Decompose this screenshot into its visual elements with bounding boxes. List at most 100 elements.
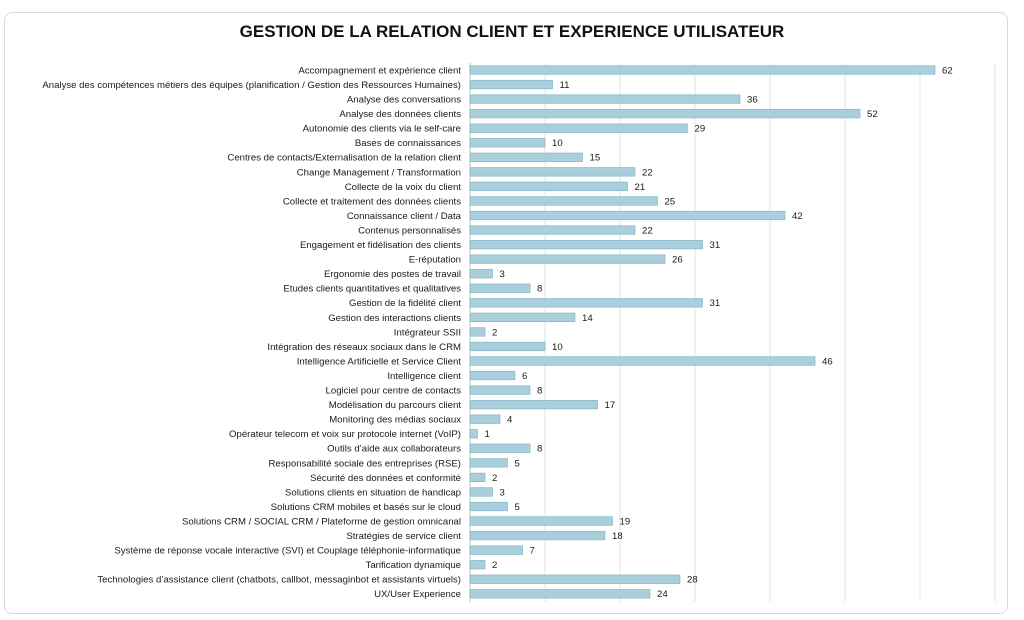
bar <box>469 443 531 453</box>
bar <box>469 327 486 337</box>
category-label: Intelligence client <box>387 371 461 382</box>
bar <box>469 385 531 395</box>
bar <box>469 79 553 90</box>
bar <box>469 210 786 221</box>
category-label: E-réputation <box>409 255 461 266</box>
category-label: Outils d’aide aux collaborateurs <box>327 444 461 455</box>
bar <box>469 356 816 366</box>
value-label: 10 <box>552 138 563 149</box>
category-label: UX/User Experience <box>374 589 461 600</box>
value-label: 19 <box>620 516 631 527</box>
bar <box>469 298 703 308</box>
bar <box>469 487 493 497</box>
bar <box>469 574 681 584</box>
bar <box>469 370 516 381</box>
value-label: 28 <box>687 575 698 586</box>
value-label: 3 <box>500 269 505 280</box>
value-label: 31 <box>710 298 721 309</box>
category-labels: Accompagnement et expérience client Analy… <box>42 65 461 600</box>
bar <box>469 414 501 424</box>
bar <box>469 516 613 526</box>
category-label: Technologies d’assistance client (chatbo… <box>97 575 461 586</box>
value-label: 2 <box>492 327 497 338</box>
category-label: Etudes clients quantitatives et qualitat… <box>283 284 461 295</box>
bar <box>469 167 636 177</box>
category-label: Système de réponse vocale interactive (S… <box>114 546 461 557</box>
category-label: Centres de contacts/Externalisation de l… <box>227 153 461 164</box>
bar <box>469 560 486 570</box>
value-label: 18 <box>612 531 623 542</box>
chart-title: GESTION DE LA RELATION CLIENT ET EXPERIE… <box>239 22 785 41</box>
category-label: Engagement et fidélisation des clients <box>300 240 461 251</box>
category-label: Autonomie des clients via le self-care <box>303 124 461 135</box>
bar <box>469 545 523 555</box>
value-label: 21 <box>635 182 646 193</box>
value-label: 14 <box>582 313 593 324</box>
value-label: 31 <box>710 240 721 251</box>
category-label: Accompagnement et expérience client <box>298 65 461 76</box>
category-label: Solutions CRM / SOCIAL CRM / Plateforme … <box>182 516 461 527</box>
bar <box>469 225 636 235</box>
bar <box>469 312 576 322</box>
value-label: 4 <box>507 415 513 426</box>
bar <box>469 240 703 250</box>
value-label: 15 <box>590 153 601 164</box>
bar <box>469 400 598 410</box>
value-label: 42 <box>792 211 803 222</box>
value-label: 24 <box>657 589 668 600</box>
value-label: 2 <box>492 473 497 484</box>
bar <box>469 152 583 162</box>
bar <box>469 65 936 75</box>
bar <box>469 109 861 119</box>
category-label: Analyse des compétences métiers des équi… <box>42 80 461 91</box>
value-label: 6 <box>522 371 527 382</box>
grid-lines <box>469 63 996 602</box>
bars <box>469 65 936 599</box>
category-label: Logiciel pour centre de contacts <box>326 386 462 397</box>
bar <box>469 123 688 133</box>
value-label: 8 <box>537 284 542 295</box>
category-label: Analyse des données clients <box>339 109 461 120</box>
bar <box>469 472 486 483</box>
value-label: 22 <box>642 225 653 236</box>
value-label: 5 <box>515 458 520 469</box>
category-label: Solutions clients en situation de handic… <box>285 487 461 498</box>
category-label: Gestion des interactions clients <box>328 313 461 324</box>
value-label: 26 <box>672 255 683 266</box>
bar <box>469 589 651 599</box>
value-label: 1 <box>485 429 490 440</box>
category-label: Sécurité des données et conformité <box>310 473 461 484</box>
value-label: 8 <box>537 444 542 455</box>
category-label: Stratégies de service client <box>346 531 461 542</box>
category-label: Monitoring des médias sociaux <box>329 415 461 426</box>
value-label: 11 <box>560 80 570 91</box>
bar <box>469 196 658 206</box>
category-label: Gestion de la fidélité client <box>349 298 461 309</box>
bar <box>469 501 508 512</box>
value-label: 25 <box>665 196 676 207</box>
category-label: Bases de connaissances <box>355 138 461 149</box>
category-label: Opérateur telecom et voix sur protocole … <box>229 429 461 440</box>
category-label: Intelligence Artificielle et Service Cli… <box>297 356 462 367</box>
value-label: 17 <box>605 400 616 411</box>
value-label: 8 <box>537 386 542 397</box>
value-labels: 6211365229101522212542223126383114210466… <box>485 65 953 600</box>
value-label: 7 <box>530 546 535 557</box>
bar <box>469 341 546 352</box>
value-label: 36 <box>747 95 758 106</box>
bar <box>469 458 508 468</box>
bar <box>469 181 628 192</box>
value-label: 2 <box>492 560 497 571</box>
value-label: 3 <box>500 487 505 498</box>
category-label: Responsabilité sociale des entreprises (… <box>269 458 462 469</box>
category-label: Collecte de la voix du client <box>345 182 462 193</box>
category-label: Intégration des réseaux sociaux dans le … <box>267 342 461 353</box>
bar <box>469 138 546 148</box>
bar <box>469 94 741 104</box>
category-label: Analyse des conversations <box>347 95 461 106</box>
value-label: 5 <box>515 502 520 513</box>
value-label: 46 <box>822 356 833 367</box>
value-label: 62 <box>942 65 953 76</box>
value-label: 29 <box>695 124 706 135</box>
